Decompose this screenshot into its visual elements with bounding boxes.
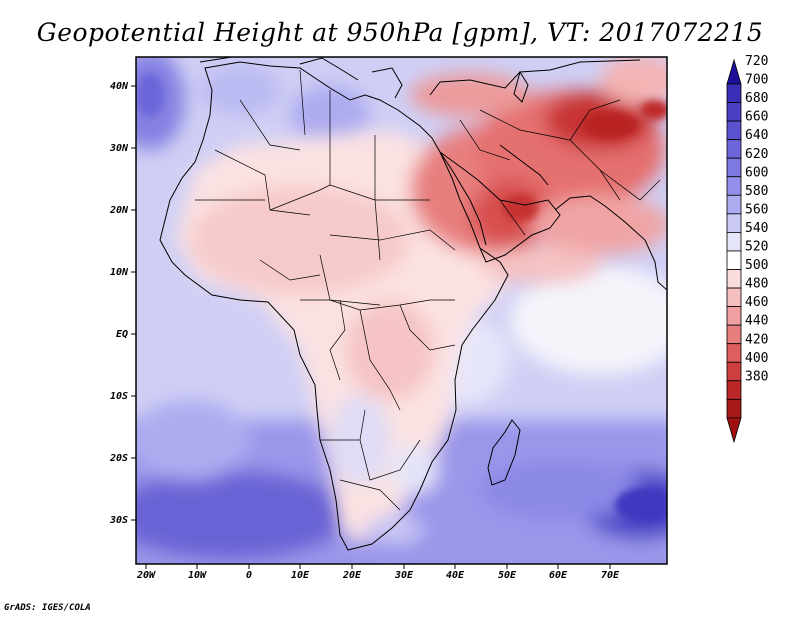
colorbar-bottom-arrow [726, 417, 742, 444]
chart-title: Geopotential Height at 950hPa [gpm], VT:… [36, 18, 764, 47]
colorbar-label: 480 [745, 277, 768, 292]
lat-label-eq: EQ [116, 329, 128, 340]
map-frame [135, 56, 668, 565]
colorbar-swatch [726, 361, 742, 382]
lon-label-20w: 20W [136, 570, 156, 581]
colorbar-label: 440 [745, 314, 768, 329]
lat-label-20n: 20N [109, 205, 129, 216]
lon-axis: 20W 10W 0 10E 20E 30E 40E 50E 60E 70E [136, 570, 620, 581]
red-sea [439, 151, 487, 246]
lon-label-10w: 10W [188, 570, 207, 581]
africa-coastline [159, 61, 509, 551]
height-field [136, 57, 667, 564]
colorbar-swatch [726, 250, 742, 270]
arabia-coastline [439, 151, 561, 263]
lon-label-70e: 70E [601, 570, 620, 581]
colorbar-label: 640 [745, 128, 768, 143]
colorbar-swatch [726, 120, 742, 141]
lon-label-30e: 30E [394, 570, 414, 581]
colorbar: 720 700 680 660 640 620 600 580 560 540 520 500 480 4… [726, 54, 768, 444]
colorbar-swatch [726, 102, 742, 122]
asia-coastline [554, 195, 667, 291]
colorbar-top-arrow [726, 58, 742, 85]
colorbar-swatch [726, 324, 742, 345]
colorbar-swatch [726, 139, 742, 159]
colorbar-label: 600 [745, 165, 768, 180]
europe-outline [199, 57, 641, 99]
colorbar-swatch [726, 287, 742, 307]
footer-credit: GrADS: IGES/COLA [4, 603, 91, 613]
colorbar-label: 680 [745, 91, 768, 106]
colorbar-swatch [726, 83, 742, 103]
lon-label-60e: 60E [549, 570, 568, 581]
colorbar-swatch [726, 380, 742, 400]
lon-label-10e: 10E [291, 570, 310, 581]
colorbar-swatch [726, 269, 742, 289]
lat-label-20s: 20S [109, 453, 128, 464]
colorbar-label: 460 [745, 295, 768, 310]
colorbar-label: 520 [745, 240, 768, 255]
colorbar-label: 500 [745, 258, 768, 273]
axis-ticks [131, 85, 611, 569]
colorbar-swatch [726, 398, 742, 419]
colorbar-label: 400 [745, 351, 768, 366]
colorbar-label: 700 [745, 73, 768, 88]
colorbar-label: 560 [745, 202, 768, 217]
lat-axis: 40N 30N 20N 10N EQ 10S 20S 30S [109, 81, 129, 526]
lat-label-30n: 30N [109, 143, 129, 154]
colorbar-swatch [726, 343, 742, 363]
colorbar-label: 420 [745, 332, 768, 347]
coastlines [159, 57, 667, 551]
lat-label-10n: 10N [110, 267, 129, 278]
lon-label-0: 0 [246, 570, 252, 581]
colorbar-swatch [726, 306, 742, 326]
lat-label-10s: 10S [110, 391, 128, 402]
country-borders [195, 69, 661, 511]
lon-label-20e: 20E [342, 570, 362, 581]
colorbar-swatch [726, 157, 742, 178]
persian-gulf [499, 144, 549, 186]
colorbar-swatch [726, 194, 742, 215]
colorbar-swatch [726, 231, 742, 252]
colorbar-label: 540 [745, 221, 768, 236]
colorbar-label: 620 [745, 147, 768, 162]
colorbar-swatch [726, 213, 742, 233]
lon-label-50e: 50E [498, 570, 517, 581]
caspian [513, 70, 529, 103]
colorbar-label: 660 [745, 110, 768, 125]
madagascar [487, 419, 521, 486]
colorbar-label: 720 [745, 54, 768, 69]
colorbar-label: 380 [745, 369, 768, 384]
colorbar-label: 580 [745, 184, 768, 199]
colorbar-swatch [726, 176, 742, 196]
lat-label-30s: 30S [109, 515, 128, 526]
lon-label-40e: 40E [446, 570, 465, 581]
lat-label-40n: 40N [110, 81, 129, 92]
